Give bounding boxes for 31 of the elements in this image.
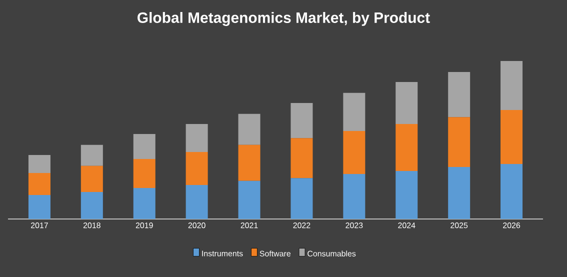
bar — [238, 144, 260, 181]
bar — [396, 170, 418, 219]
bar — [28, 194, 50, 219]
chart-title: Global Metagenomics Market, by Product — [138, 12, 430, 26]
bar — [500, 61, 523, 110]
bar — [133, 158, 156, 188]
bar — [500, 164, 523, 219]
bar — [448, 117, 470, 168]
bar — [133, 134, 156, 159]
bar — [448, 167, 470, 219]
bar — [290, 138, 313, 178]
bar — [396, 82, 418, 124]
bar — [448, 72, 470, 118]
bar — [28, 173, 50, 195]
bar — [80, 192, 103, 219]
bar — [238, 114, 260, 145]
bar — [80, 144, 103, 166]
bar — [238, 180, 260, 219]
bar — [186, 185, 208, 219]
bar — [290, 178, 313, 219]
bar — [343, 92, 366, 131]
bar — [80, 166, 103, 192]
bar — [500, 110, 523, 164]
bar — [28, 155, 50, 174]
bar — [290, 103, 313, 138]
bar — [133, 188, 156, 219]
bar — [186, 124, 208, 152]
bar — [396, 124, 418, 171]
bar — [186, 152, 208, 186]
bar — [343, 174, 366, 219]
bar — [343, 130, 366, 174]
